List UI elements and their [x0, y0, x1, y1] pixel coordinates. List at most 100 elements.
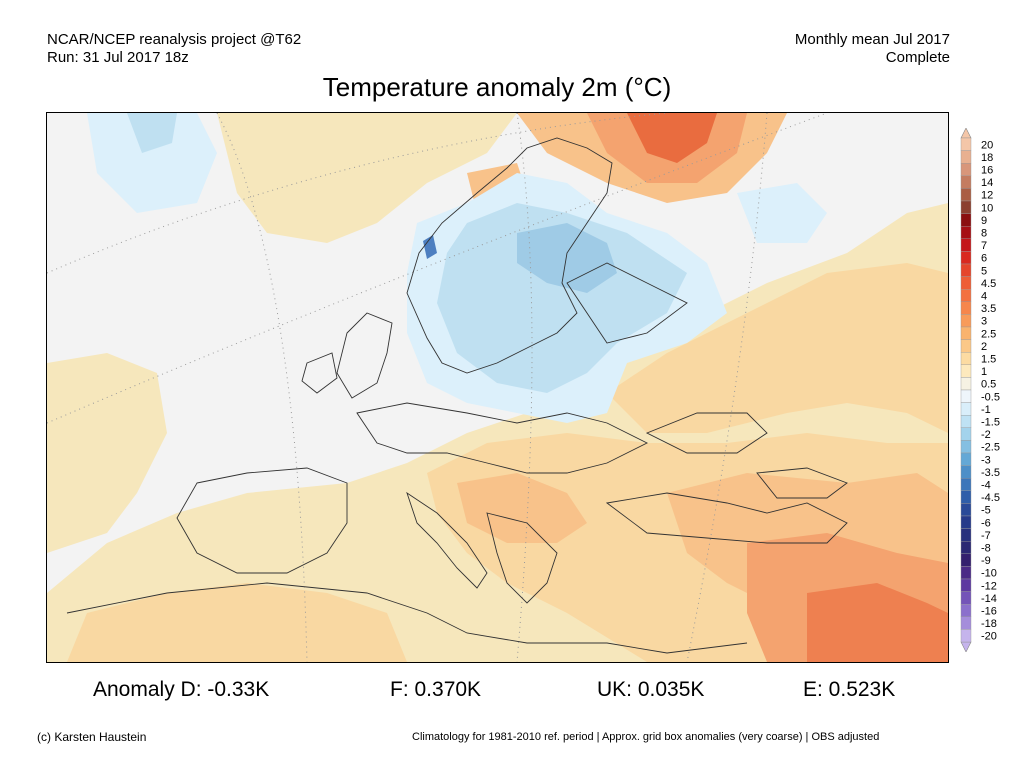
legend-swatch: [960, 339, 972, 353]
legend-label: -0.5: [981, 391, 1000, 403]
legend-label: 14: [981, 177, 993, 189]
legend-swatch: [960, 276, 972, 290]
map-canvas: [47, 113, 948, 662]
legend-swatch: [960, 440, 972, 454]
stat-uk: UK: 0.035K: [597, 678, 705, 701]
anomaly-field-africa-warm: [67, 583, 407, 662]
legend-label: -10: [981, 568, 997, 580]
legend-label: 18: [981, 152, 993, 164]
legend-swatch: [960, 389, 972, 403]
legend-swatch: [960, 415, 972, 429]
stat-europe: E: 0.523K: [803, 678, 896, 701]
legend-swatch: [960, 465, 972, 479]
legend-label: -20: [981, 631, 997, 643]
legend-label: 1: [981, 366, 987, 378]
legend-arrow-bottom: [960, 641, 972, 652]
legend-swatch: [960, 251, 972, 265]
legend-swatch: [960, 326, 972, 340]
anomaly-field-east-warm: [607, 263, 948, 433]
legend-swatch: [960, 377, 972, 391]
period-label: Monthly mean Jul 2017: [794, 31, 950, 48]
anomaly-field-norway-cold: [423, 235, 437, 259]
legend-swatch: [960, 150, 972, 164]
climatology-note: Climatology for 1981-2010 ref. period | …: [412, 731, 880, 743]
legend-label: 2.5: [981, 328, 996, 340]
color-legend: 201816141210987654.543.532.521.510.5-0.5…: [960, 128, 1000, 652]
legend-swatch: [960, 263, 972, 277]
anomaly-field-atlantic-warm-2: [47, 353, 167, 553]
legend-swatch: [960, 200, 972, 214]
legend-label: 0.5: [981, 379, 996, 391]
run-label: Run: 31 Jul 2017 18z: [47, 49, 189, 66]
anomaly-field-balkans-warm-core: [457, 473, 587, 543]
legend-label: 3: [981, 316, 987, 328]
legend-label: -14: [981, 593, 997, 605]
legend-label: 6: [981, 253, 987, 265]
anomaly-field-mideast-warm-core: [807, 583, 948, 662]
legend-swatch: [960, 566, 972, 580]
legend-swatch: [960, 427, 972, 441]
legend-swatch: [960, 629, 972, 643]
legend-swatch: [960, 528, 972, 542]
legend-swatch: [960, 591, 972, 605]
legend-label: -8: [981, 543, 991, 555]
legend-label: -2: [981, 429, 991, 441]
legend-swatch: [960, 238, 972, 252]
legend-swatch: [960, 213, 972, 227]
legend-label: -18: [981, 618, 997, 630]
graticule: [47, 113, 828, 662]
legend-label: 4: [981, 291, 987, 303]
legend-label: 5: [981, 265, 987, 277]
legend-label: 3.5: [981, 303, 996, 315]
legend-swatch: [960, 188, 972, 202]
legend-swatch: [960, 490, 972, 504]
legend-label: 7: [981, 240, 987, 252]
anomaly-field-cool-peak: [517, 223, 617, 293]
legend-label: 20: [981, 139, 993, 151]
coastlines: [66, 137, 848, 654]
legend-label: -9: [981, 555, 991, 567]
legend-label: 12: [981, 190, 993, 202]
legend-swatch: [960, 515, 972, 529]
legend-label: -3.5: [981, 467, 1000, 479]
legend-label: -16: [981, 606, 997, 618]
anomaly-field-greenland-cool: [87, 113, 217, 213]
stat-germany: Anomaly D: -0.33K: [93, 678, 270, 701]
legend-swatch: [960, 452, 972, 466]
legend-label: 2: [981, 341, 987, 353]
credit-label: (c) Karsten Haustein: [37, 730, 147, 744]
legend-swatch: [960, 314, 972, 328]
anomaly-field-greenland-cool-core: [127, 113, 177, 153]
legend-swatch: [960, 364, 972, 378]
legend-label: 4.5: [981, 278, 996, 290]
legend-label: -1: [981, 404, 991, 416]
legend-label: -1.5: [981, 417, 1000, 429]
legend-label: 16: [981, 165, 993, 177]
legend-swatch: [960, 163, 972, 177]
legend-label: -2.5: [981, 442, 1000, 454]
legend-swatch: [960, 175, 972, 189]
legend-arrow-top: [960, 128, 972, 139]
anomaly-map: [46, 112, 949, 663]
anomaly-field-cool-core: [437, 203, 687, 393]
legend-swatch: [960, 301, 972, 315]
status-label: Complete: [885, 49, 950, 66]
legend-label: -7: [981, 530, 991, 542]
legend-label: 9: [981, 215, 987, 227]
header-right: Monthly mean Jul 2017 Complete: [795, 31, 950, 67]
legend-swatch: [960, 225, 972, 239]
source-label: NCAR/NCEP reanalysis project @T62: [47, 31, 302, 48]
legend-label: -4.5: [981, 492, 1000, 504]
header-left: NCAR/NCEP reanalysis project @T62 Run: 3…: [47, 31, 301, 67]
legend-swatch: [960, 503, 972, 517]
legend-swatch: [960, 616, 972, 630]
anomaly-field-atlantic-warm: [217, 113, 517, 243]
legend-label: -4: [981, 480, 991, 492]
legend-swatch: [960, 402, 972, 416]
legend-label: 10: [981, 202, 993, 214]
legend-swatch: [960, 288, 972, 302]
legend-swatch: [960, 541, 972, 555]
anomaly-field-arctic-warm-peak: [627, 113, 717, 163]
legend-swatch: [960, 137, 972, 151]
legend-swatch: [960, 604, 972, 618]
